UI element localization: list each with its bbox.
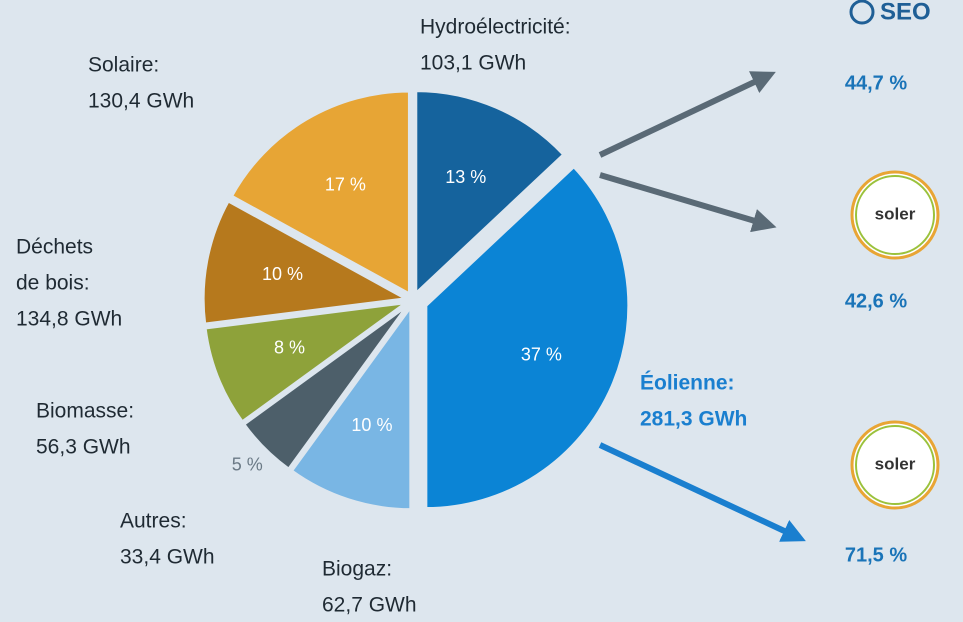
category-label: Hydroélectricité:	[420, 16, 571, 39]
category-label: 62,7 GWh	[322, 594, 417, 617]
category-label: Autres:	[120, 510, 187, 533]
value-label: 17 %	[325, 174, 366, 194]
category-label: 281,3 GWh	[640, 408, 747, 431]
category-label: Déchets	[16, 236, 93, 259]
value-label: 5 %	[232, 454, 263, 474]
category-label: Solaire:	[88, 54, 159, 77]
value-label: 13 %	[445, 167, 486, 187]
share: 42,6 %	[845, 290, 907, 312]
value-label: 37 %	[521, 344, 562, 364]
value-label: 10 %	[262, 264, 303, 284]
category-label: Biomasse:	[36, 400, 134, 423]
arrow	[599, 172, 777, 233]
share: 71,5 %	[845, 544, 907, 566]
share: 44,7 %	[845, 72, 907, 94]
logo: soler	[850, 170, 940, 260]
pie-slice	[229, 89, 411, 297]
category-label: Biogaz:	[322, 558, 392, 581]
category-label: de bois:	[16, 272, 90, 295]
logo-text: SEO	[880, 0, 931, 25]
pie-slice	[241, 303, 410, 472]
logo-text: soler	[875, 454, 916, 473]
arrow	[598, 71, 776, 158]
category-label: 56,3 GWh	[36, 436, 131, 459]
logo: soler	[850, 420, 940, 510]
pie-slice	[424, 164, 631, 511]
arrow	[598, 442, 806, 542]
pie-slice	[289, 302, 413, 512]
category-label: Éolienne:	[640, 372, 735, 395]
value-label: 10 %	[351, 415, 392, 435]
logo: SEO	[849, 0, 931, 25]
category-label: 103,1 GWh	[420, 52, 526, 75]
pie-slice	[203, 301, 408, 424]
category-label: 130,4 GWh	[88, 90, 194, 113]
value-label: 8 %	[274, 338, 305, 358]
pie-slice	[201, 198, 411, 326]
logo-text: soler	[875, 204, 916, 223]
category-label: 134,8 GWh	[16, 308, 122, 331]
category-label: 33,4 GWh	[120, 546, 215, 569]
pie-slice	[414, 89, 566, 298]
